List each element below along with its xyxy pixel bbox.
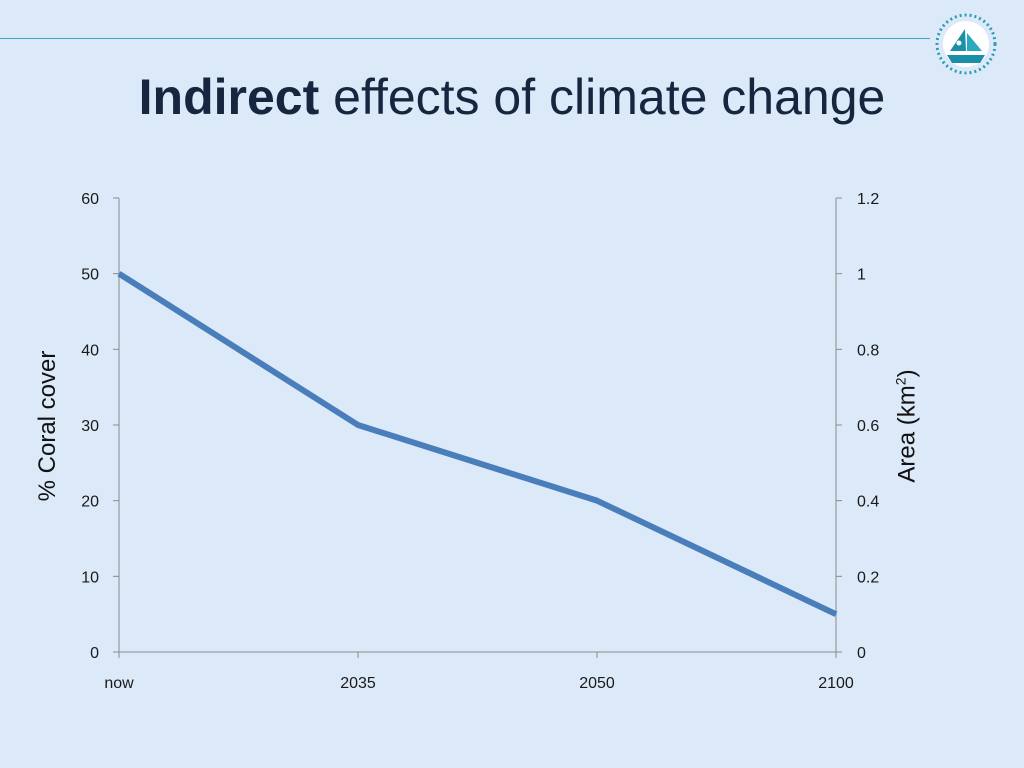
chart-axes — [118, 198, 837, 653]
y-left-tick-label: 50 — [81, 267, 99, 284]
y-left-tick-label: 60 — [81, 191, 99, 208]
y-right-tick-label: 0.6 — [857, 418, 879, 435]
y-left-tick-label: 10 — [81, 569, 99, 586]
x-tick-label: now — [104, 675, 134, 692]
y-right-tick-label: 0.4 — [857, 494, 879, 511]
y-axis-right-title-end: ) — [893, 369, 921, 378]
y-left-tick-label: 20 — [81, 494, 99, 511]
chart-series — [117, 271, 838, 617]
y-axis-right-title-superscript: 2 — [892, 377, 909, 386]
y-right-tick-label: 1.2 — [857, 191, 879, 208]
y-left-tick-label: 0 — [90, 645, 99, 662]
y-axis-right-title-main: Area (km — [893, 385, 921, 483]
top-divider-line — [0, 38, 930, 39]
page-title: Indirect effects of climate change — [0, 68, 1024, 126]
series-point — [835, 613, 837, 615]
y-right-tick-label: 0.8 — [857, 342, 879, 359]
chart-ticks: 0 10 20 30 40 50 60 0 0.2 0.4 0.6 0.8 1 1.2 now 2035 205… — [81, 191, 879, 692]
title-bold: Indirect — [138, 69, 320, 125]
y-left-tick-label: 30 — [81, 418, 99, 435]
series-point — [596, 500, 598, 502]
title-rest: effects of climate change — [333, 69, 886, 125]
series-line-coral-cover — [117, 271, 838, 617]
x-tick-label: 2035 — [340, 675, 376, 692]
y-right-tick-label: 1 — [857, 267, 866, 284]
y-right-tick-label: 0 — [857, 645, 866, 662]
series-point — [118, 273, 120, 275]
y-axis-right-title: Area (km2) — [893, 369, 922, 482]
x-tick-label: 2100 — [818, 675, 854, 692]
organization-logo-icon — [935, 13, 997, 75]
series-point — [357, 424, 359, 426]
x-tick-label: 2050 — [579, 675, 615, 692]
y-right-tick-label: 0.2 — [857, 569, 879, 586]
y-axis-left-title: % Coral cover — [34, 350, 61, 502]
y-left-tick-label: 40 — [81, 342, 99, 359]
